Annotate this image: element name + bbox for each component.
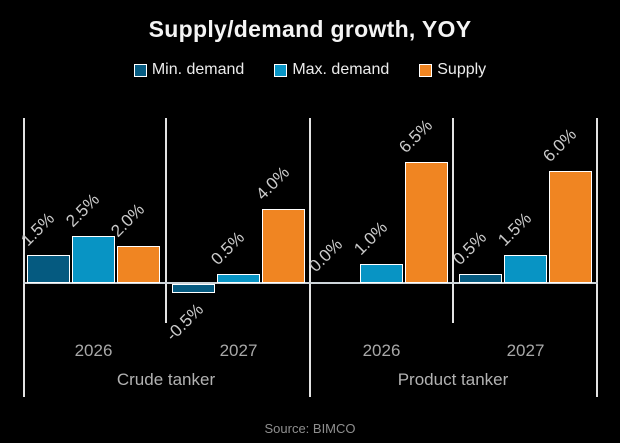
legend-item-min-demand: Min. demand xyxy=(133,61,245,79)
bar-min-demand xyxy=(27,255,70,283)
axis-line-4 xyxy=(596,118,598,397)
value-label-max-demand: 2.5% xyxy=(62,189,104,231)
min-demand-swatch-icon xyxy=(133,63,147,77)
bar-min-demand xyxy=(459,274,502,283)
year-label: 2026 xyxy=(74,341,113,360)
bar-supply xyxy=(262,209,305,283)
value-label-min-demand: -0.5% xyxy=(162,299,208,345)
bar-supply xyxy=(117,246,160,283)
year-label: 2027 xyxy=(506,341,545,360)
axis-line-3 xyxy=(452,118,454,323)
x-axis-baseline xyxy=(23,282,598,284)
bar-min-demand xyxy=(172,284,215,293)
legend-label-max-demand: Max. demand xyxy=(292,61,390,78)
legend: Min. demand Max. demand Supply xyxy=(0,61,620,79)
source-note: Source: BIMCO xyxy=(264,421,356,436)
value-label-max-demand: 1.5% xyxy=(494,208,536,250)
value-label-supply: 6.5% xyxy=(395,115,437,157)
category-label: Crude tanker xyxy=(116,370,216,389)
axis-line-1 xyxy=(165,118,167,323)
value-label-supply: 4.0% xyxy=(252,162,294,204)
legend-item-supply: Supply xyxy=(419,61,486,79)
axis-line-2 xyxy=(309,118,311,397)
value-label-max-demand: 1.0% xyxy=(350,217,392,259)
legend-label-min-demand: Min. demand xyxy=(151,61,245,78)
value-label-min-demand: 0.0% xyxy=(305,234,347,276)
axis-line-0 xyxy=(23,118,25,397)
bar-max-demand xyxy=(504,255,547,283)
bar-supply xyxy=(549,171,592,283)
year-label: 2027 xyxy=(219,341,258,360)
supply-swatch-icon xyxy=(419,63,433,77)
value-label-supply: 6.0% xyxy=(539,124,581,166)
category-label: Product tanker xyxy=(397,370,509,389)
bar-supply xyxy=(405,162,448,283)
year-label: 2026 xyxy=(362,341,401,360)
bar-max-demand xyxy=(217,274,260,283)
value-label-min-demand: 0.5% xyxy=(449,227,491,269)
max-demand-swatch-icon xyxy=(274,63,288,77)
bar-max-demand xyxy=(360,264,403,283)
chart-title: Supply/demand growth, YOY xyxy=(148,16,472,42)
value-label-supply: 2.0% xyxy=(107,199,149,241)
legend-item-max-demand: Max. demand xyxy=(274,61,389,79)
bar-max-demand xyxy=(72,236,115,283)
legend-label-supply: Supply xyxy=(437,61,487,78)
value-label-max-demand: 0.5% xyxy=(207,227,249,269)
